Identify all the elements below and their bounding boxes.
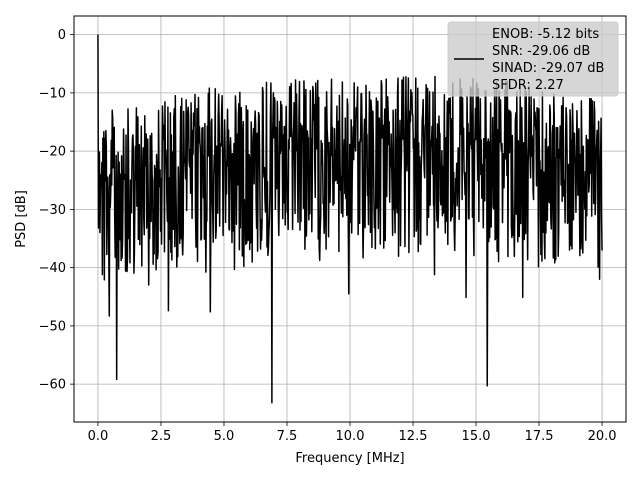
y-tick-label: −60 [39,378,66,393]
x-tick-label: 0.0 [88,429,109,444]
y-tick-label: −20 [39,145,66,160]
legend: ENOB: -5.12 bits SNR: -29.06 dB SINAD: -… [447,21,619,97]
y-tick-label: −50 [39,319,66,334]
y-tick-label: −40 [39,261,66,276]
y-tick-label: −30 [39,203,66,218]
legend-sfdr: SFDR: 2.27 [492,78,564,93]
x-tick-label: 20.0 [588,429,617,444]
legend-enob: ENOB: -5.12 bits [492,27,599,42]
x-axis-ticks: 0.0 2.5 5.0 7.5 10.0 12.5 15.0 17.5 20.0 [88,422,617,444]
y-tick-label: 0 [58,28,66,43]
y-axis-ticks: 0 −10 −20 −30 −40 −50 −60 [39,28,74,393]
legend-sinad: SINAD: -29.07 dB [492,61,604,76]
legend-snr: SNR: -29.06 dB [492,44,590,59]
y-tick-label: −10 [39,86,66,101]
x-tick-label: 5.0 [214,429,235,444]
x-tick-label: 12.5 [399,429,428,444]
y-axis-label: PSD [dB] [14,190,29,248]
x-tick-label: 2.5 [151,429,172,444]
x-tick-label: 15.0 [462,429,491,444]
x-tick-label: 7.5 [277,429,298,444]
legend-box [447,21,619,97]
psd-series-line [97,34,603,404]
series-group [97,34,603,404]
x-tick-label: 10.0 [336,429,365,444]
x-tick-label: 17.5 [525,429,554,444]
x-axis-label: Frequency [MHz] [295,451,404,466]
